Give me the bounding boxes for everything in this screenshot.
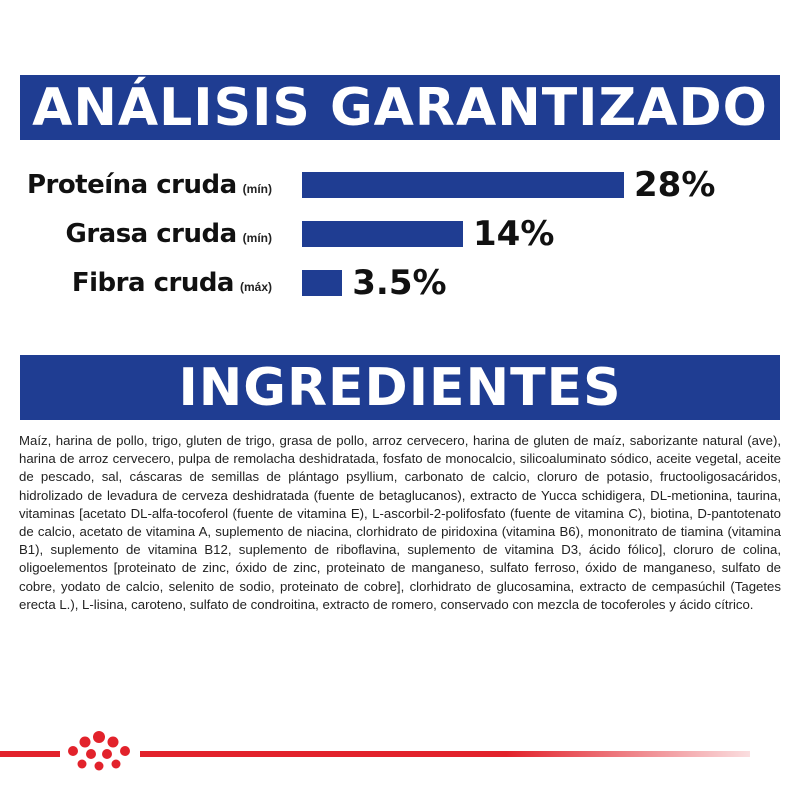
nutrient-value: 28% <box>634 165 716 205</box>
ingredients-banner: INGREDIENTES <box>20 355 780 420</box>
nutrient-bar <box>302 221 463 247</box>
ingredients-text: Maíz, harina de pollo, trigo, gluten de … <box>19 433 781 612</box>
nutrient-row-protein: Proteína cruda (mín) 28% <box>0 161 800 209</box>
footer-red-line <box>140 751 750 757</box>
royal-canin-crown-icon <box>68 731 130 771</box>
footer-red-line <box>0 751 60 757</box>
ingredients-title: INGREDIENTES <box>178 357 622 418</box>
nutrient-qualifier: (máx) <box>239 280 272 294</box>
nutrient-value: 14% <box>473 214 555 254</box>
nutrient-value: 3.5% <box>352 263 447 303</box>
nutrient-bar <box>302 270 343 296</box>
nutrient-row-fiber: Fibra cruda (máx) 3.5% <box>0 259 800 307</box>
nutrient-label: Proteína cruda (mín) <box>27 161 272 209</box>
analysis-banner: ANÁLISIS GARANTIZADO <box>20 75 780 140</box>
nutrient-qualifier: (mín) <box>242 182 272 196</box>
nutrient-row-fat: Grasa cruda (mín) 14% <box>0 210 800 258</box>
nutrient-name: Fibra cruda <box>71 268 235 298</box>
nutrient-label: Fibra cruda (máx) <box>72 259 272 307</box>
nutrient-bar <box>302 172 624 198</box>
analysis-title: ANÁLISIS GARANTIZADO <box>32 77 768 138</box>
nutrient-name: Proteína cruda <box>26 170 237 200</box>
nutrient-name: Grasa cruda <box>65 219 237 249</box>
nutrient-label: Grasa cruda (mín) <box>65 210 272 258</box>
nutrient-qualifier: (mín) <box>242 231 272 245</box>
